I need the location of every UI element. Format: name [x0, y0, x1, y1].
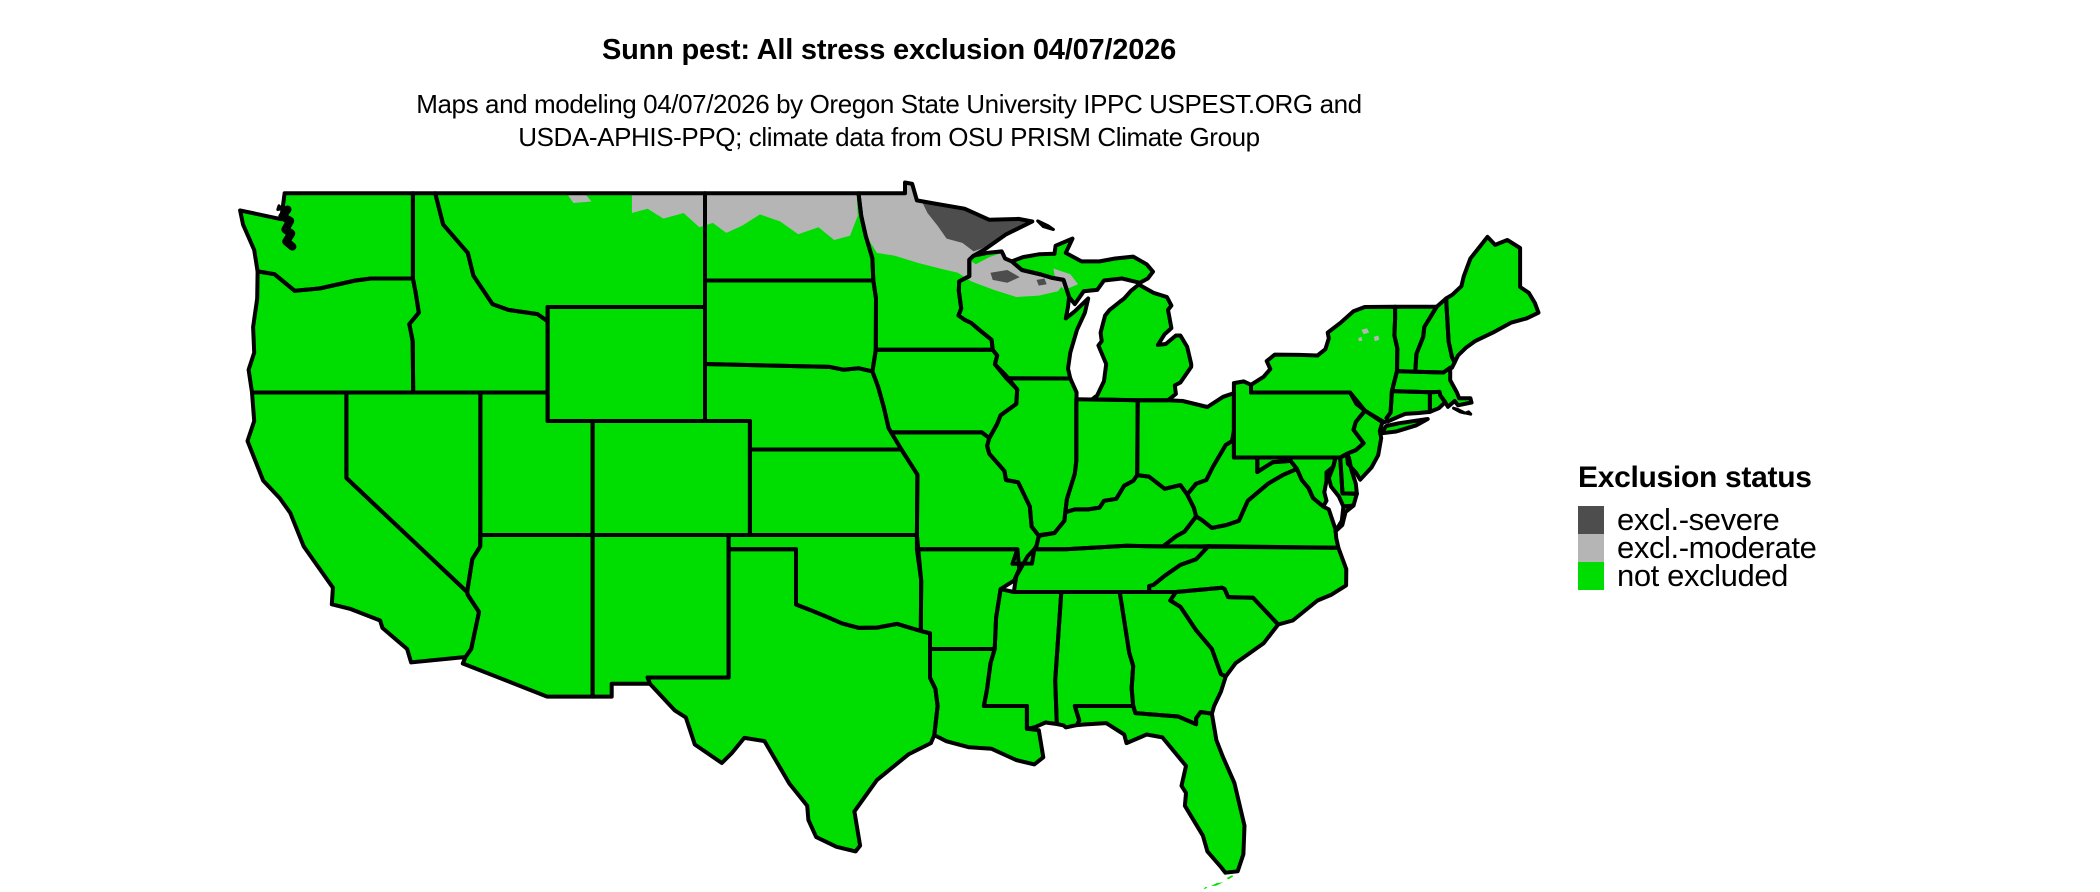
state-fill-ia: [872, 349, 1018, 439]
puget-sound-inlet: [278, 205, 297, 251]
excl-moderate-region-4: [1361, 328, 1370, 335]
subtitle-line-1: Maps and modeling 04/07/2026 by Oregon S…: [416, 89, 1362, 119]
legend: Exclusion status excl.-severe excl.-moder…: [1578, 461, 1817, 593]
state-fill-co: [592, 421, 750, 535]
state-fill-ny: [1251, 306, 1398, 423]
state-fill-or: [248, 271, 419, 393]
state-fill-wy: [547, 307, 705, 421]
legend-swatch-severe: [1578, 506, 1604, 534]
state-fill-ne: [705, 364, 902, 450]
state-fill-me: [1446, 236, 1539, 363]
state-fill-ind: [1065, 399, 1138, 513]
state-fill-va: [1162, 468, 1339, 548]
state-border-ny_li: [1379, 417, 1430, 436]
state-fill-md: [1257, 457, 1336, 507]
legend-swatch-moderate: [1578, 534, 1604, 562]
state-fill-az: [462, 535, 593, 697]
state-fill-tx: [647, 549, 938, 852]
page-subtitle: Maps and modeling 04/07/2026 by Oregon S…: [0, 88, 1778, 154]
excl-severe-region-0: [921, 201, 1030, 252]
state-fill-il: [987, 378, 1077, 536]
state-fill-nc: [1149, 546, 1347, 625]
state-border-md: [1255, 455, 1338, 509]
island-2: [1452, 406, 1467, 415]
legend-item-moderate: excl.-moderate: [1578, 530, 1817, 565]
state-fill-nm: [592, 535, 729, 697]
excl-moderate-region-6: [1358, 336, 1363, 342]
legend-items: excl.-severe excl.-moderate not excluded: [1578, 502, 1817, 593]
excl-moderate-region-3: [1053, 268, 1079, 290]
state-fill-ms: [983, 589, 1062, 729]
subtitle-line-2: USDA-APHIS-PPQ; climate data from OSU PR…: [518, 122, 1260, 152]
state-fill-fl: [1074, 706, 1245, 873]
excl-moderate-region-0: [631, 193, 858, 240]
state-border-va_es: [1333, 503, 1356, 534]
state-fill-al: [1055, 592, 1134, 728]
legend-item-not_excluded: not excluded: [1578, 558, 1816, 593]
florida-keys-1: [1210, 882, 1224, 887]
state-border-me: [1444, 234, 1541, 365]
state-fill-id: [409, 193, 548, 393]
state-border-tx: [645, 547, 940, 854]
island-0: [1036, 219, 1055, 231]
state-fill-sd: [705, 280, 876, 372]
state-border-fl: [1072, 704, 1247, 875]
state-fill-tn: [1013, 545, 1209, 592]
state-border-mi_lp: [1090, 282, 1194, 403]
legend-label-not_excluded: not excluded: [1617, 558, 1788, 593]
state-fill-nv: [346, 392, 481, 592]
florida-keys-2: [1203, 886, 1208, 890]
state-fill-mi_lp: [1092, 284, 1192, 401]
state-fill-mo: [891, 432, 1039, 564]
state-fill-pa: [1233, 381, 1365, 458]
excl-moderate-region-5: [1373, 335, 1380, 342]
legend-swatch-not_excluded: [1578, 562, 1604, 590]
state-fill-sc: [1170, 587, 1279, 677]
state-fill-mt: [435, 193, 705, 322]
legend-title: Exclusion status: [1578, 461, 1812, 494]
island-3: [1464, 410, 1473, 416]
legend-item-severe: excl.-severe: [1578, 502, 1816, 537]
legend-label-severe: excl.-severe: [1617, 502, 1780, 537]
island-1: [276, 204, 283, 211]
state-fill-ok: [728, 535, 922, 631]
state-fill-ar: [916, 549, 1020, 649]
state-fill-ca: [247, 392, 479, 663]
state-fill-ks: [749, 449, 918, 535]
state-fill-de: [1340, 454, 1357, 494]
state-border-mi_up: [1009, 236, 1155, 307]
excl-moderate-region-1: [566, 193, 592, 203]
state-border-nc: [1147, 544, 1349, 627]
legend-label-moderate: excl.-moderate: [1617, 530, 1817, 565]
excl-severe-region-1: [990, 270, 1020, 283]
state-fill-nh: [1415, 298, 1455, 373]
state-fill-ky: [1034, 475, 1197, 550]
state-fill-ct: [1386, 391, 1430, 422]
excl-severe-region-2: [1036, 278, 1047, 286]
florida-keys-0: [1226, 875, 1234, 880]
page-title: Sunn pest: All stress exclusion 04/07/20…: [601, 34, 1176, 66]
state-fill-wv: [1187, 431, 1297, 528]
state-fill-ga: [1119, 592, 1226, 725]
state-fill-ma: [1391, 367, 1472, 407]
state-fill-ut: [480, 392, 593, 535]
